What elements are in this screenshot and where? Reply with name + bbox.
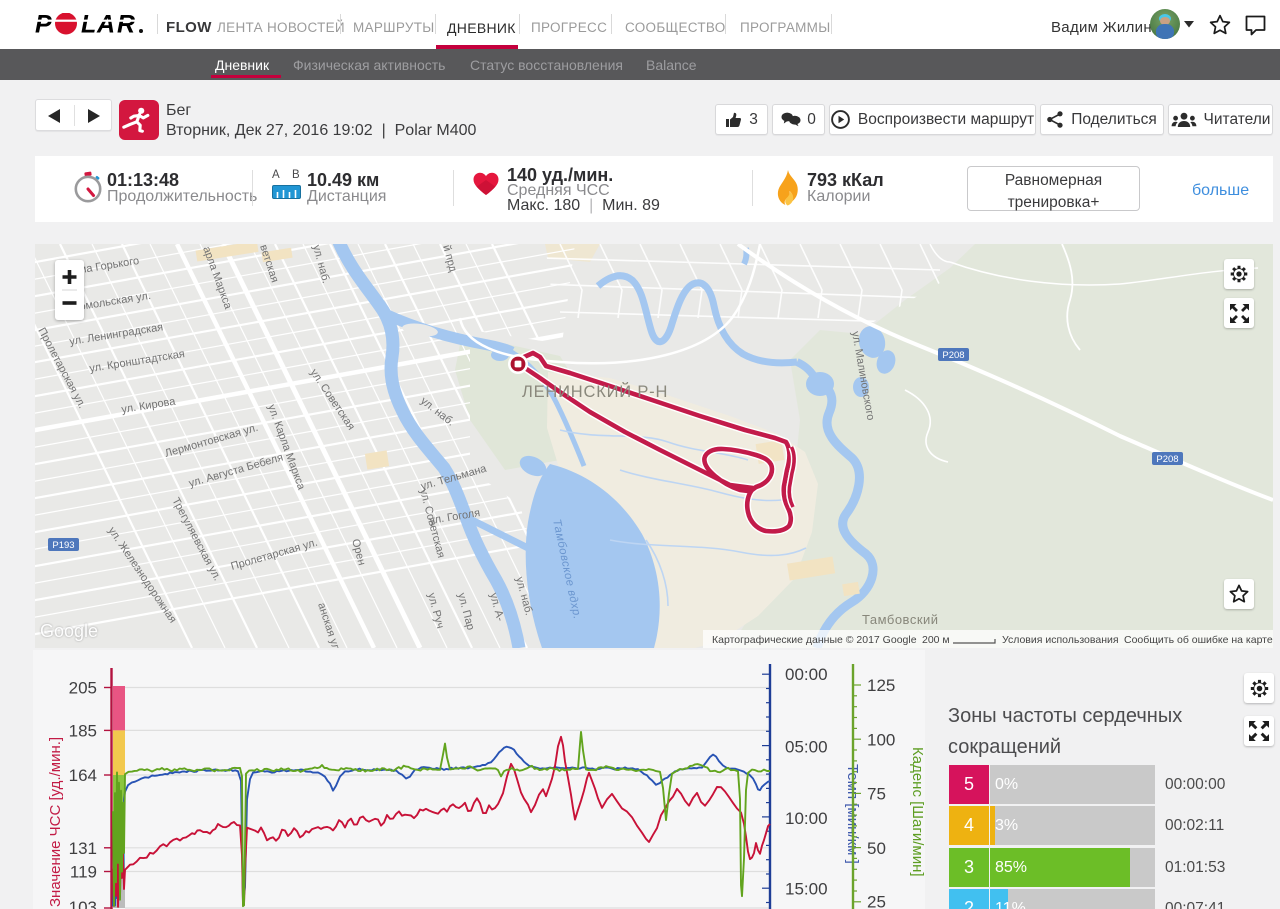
svg-text:Каденс [Шаги/мин]: Каденс [Шаги/мин] — [909, 747, 926, 877]
svg-text:R: R — [117, 13, 135, 37]
svg-text:125: 125 — [867, 676, 895, 695]
svg-text:Условия использования: Условия использования — [1002, 634, 1119, 646]
svg-text:103: 103 — [69, 898, 97, 909]
svg-text:Сообщить об ошибке на карте: Сообщить об ошибке на карте — [1124, 634, 1273, 646]
svg-text:15:00: 15:00 — [785, 880, 828, 899]
svg-text:ЛЕНИНСКИЙ Р-Н: ЛЕНИНСКИЙ Р-Н — [522, 382, 668, 401]
svg-text:P208: P208 — [942, 350, 964, 361]
svg-text:Google: Google — [40, 621, 98, 641]
svg-text:P: P — [35, 13, 52, 37]
svg-text:25: 25 — [867, 893, 886, 909]
svg-text:05:00: 05:00 — [785, 738, 828, 757]
svg-text:100: 100 — [867, 730, 895, 749]
svg-text:Значение ЧСС [уд./мин.]: Значение ЧСС [уд./мин.] — [47, 737, 64, 907]
svg-text:205: 205 — [69, 679, 97, 698]
svg-text:L: L — [81, 13, 96, 37]
svg-text:185: 185 — [69, 721, 97, 740]
svg-text:50: 50 — [867, 839, 886, 858]
svg-text:119: 119 — [70, 863, 97, 882]
svg-text:Тамбовский: Тамбовский — [862, 612, 939, 627]
svg-text:Картографические данные © 2017: Картографические данные © 2017 Google — [712, 634, 917, 646]
svg-text:P208: P208 — [1156, 454, 1178, 465]
svg-text:00:00: 00:00 — [785, 665, 828, 684]
svg-text:10:00: 10:00 — [785, 809, 828, 828]
svg-text:A: A — [96, 13, 115, 37]
svg-text:131: 131 — [69, 839, 97, 858]
svg-text:75: 75 — [867, 785, 886, 804]
svg-text:164: 164 — [69, 766, 97, 785]
svg-text:200 м: 200 м — [922, 634, 950, 646]
svg-text:P193: P193 — [52, 540, 74, 551]
